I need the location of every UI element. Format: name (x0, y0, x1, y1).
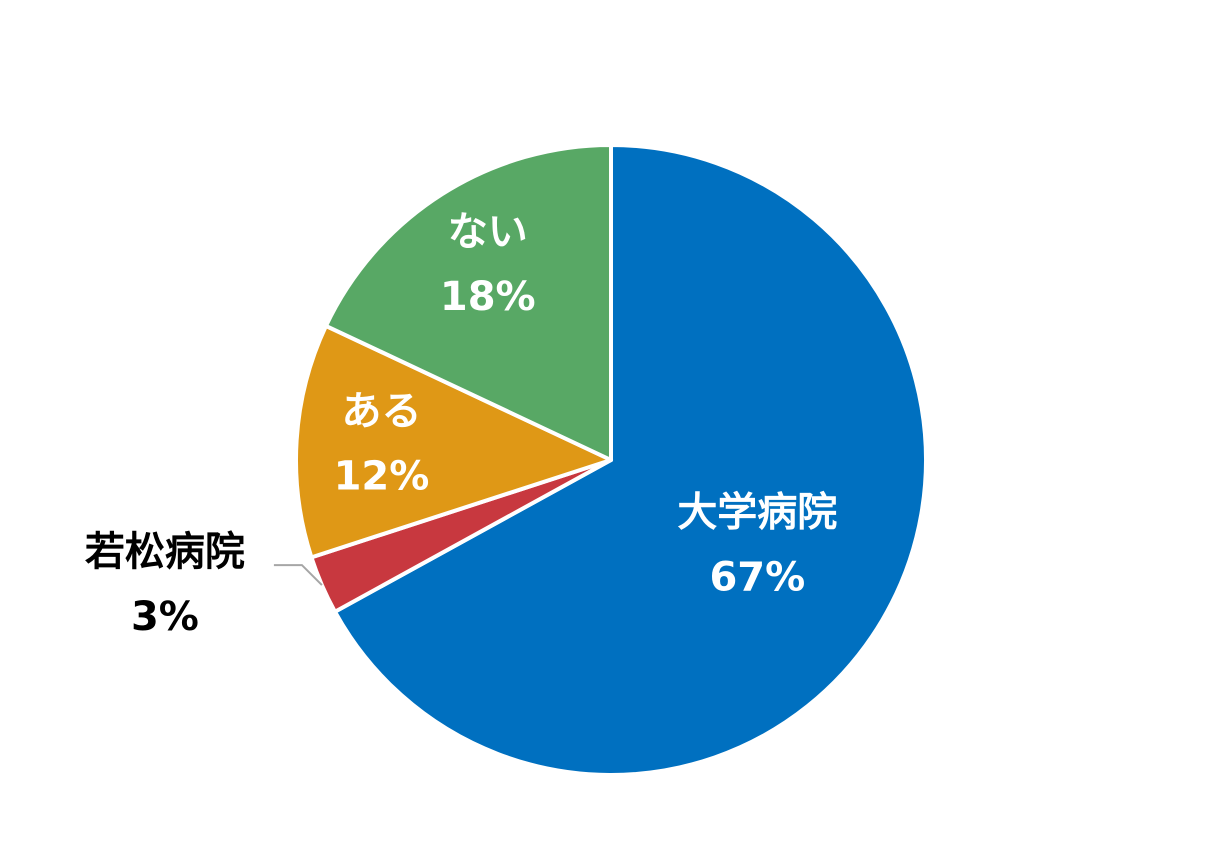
pie-slice (323, 143, 613, 462)
value-label: 12% (334, 454, 430, 500)
pie-slice (332, 143, 928, 777)
pie-slice (294, 323, 613, 560)
leader-line (273, 564, 323, 586)
value-label: 67% (709, 555, 805, 601)
category-label: 若松病院 (85, 529, 245, 575)
category-label: ある (341, 389, 421, 435)
value-label: 18% (440, 274, 536, 320)
category-label: ない (448, 209, 528, 255)
category-label: 大学病院 (677, 490, 837, 536)
value-label: 3% (131, 594, 199, 640)
